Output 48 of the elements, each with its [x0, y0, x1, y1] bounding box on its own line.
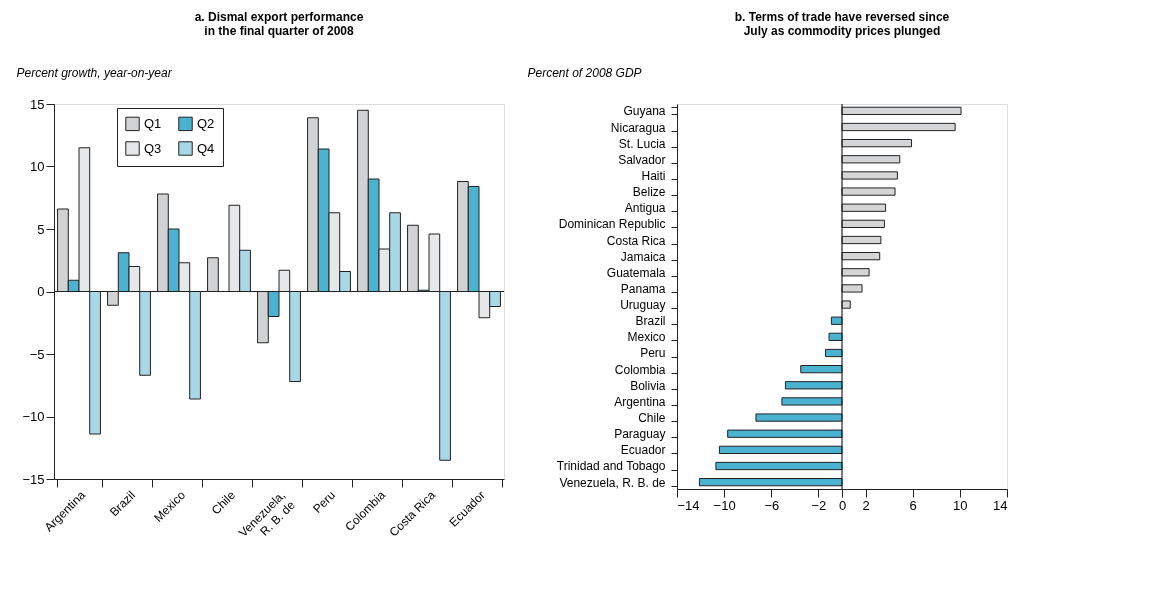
y-tick-label: Panama [620, 281, 666, 296]
x-tick-label: −6 [764, 497, 780, 513]
x-tick-label: 6 [909, 497, 917, 513]
x-axis-title: Percent of 2008 GDP [527, 65, 642, 80]
y-tick-label: Peru [640, 346, 666, 361]
y-tick-label: 5 [37, 221, 45, 237]
y-axis-title: Percent growth, year-on-year [16, 65, 173, 80]
y-tick-label: Antigua [624, 201, 666, 216]
y-tick-label: 0 [37, 284, 45, 299]
chart-title: a. Dismal export performance in the final quarter of 2008 [194, 10, 364, 38]
y-tick-label: Colombia [614, 362, 666, 377]
y-tick-label: Bolivia [630, 378, 666, 393]
x-tick-label: −14 [677, 497, 700, 513]
legend-label: Q3 [144, 140, 162, 156]
y-tick-label: 15 [30, 96, 45, 112]
y-tick-label: Haiti [641, 168, 666, 183]
y-tick-label: Guyana [623, 104, 666, 119]
y-tick-label: Uruguay [620, 298, 666, 313]
y-tick-label: Nicaragua [610, 120, 666, 135]
y-tick-label: Trinidad and Tobago [556, 459, 666, 474]
y-tick-label: −5 [29, 346, 45, 362]
y-tick-label: Dominican Republic [558, 217, 666, 232]
y-tick-label: −15 [22, 471, 45, 487]
x-tick-label: −10 [713, 497, 736, 513]
y-tick-label: Brazil [635, 314, 666, 329]
x-tick-label: 0 [838, 497, 847, 513]
x-tick-label: 14 [993, 497, 1008, 513]
y-tick-label: Argentina [614, 394, 666, 409]
y-tick-label: St. Lucia [618, 136, 666, 151]
y-tick-label: Venezuela, R. B. de [559, 475, 666, 490]
x-tick-label: 10 [953, 497, 968, 513]
legend-label: Q2 [197, 115, 215, 131]
x-tick-label: 2 [862, 497, 870, 513]
y-tick-label: Costa Rica [606, 233, 666, 248]
y-tick-label: Jamaica [620, 249, 666, 264]
y-tick-label: Mexico [627, 330, 666, 345]
y-tick-label: −10 [22, 409, 45, 424]
x-tick-label: −2 [811, 497, 827, 513]
y-tick-label: Guatemala [606, 265, 666, 280]
y-tick-label: Salvador [618, 152, 666, 167]
legend-label: Q1 [144, 115, 162, 131]
y-tick-label: Chile [638, 411, 666, 426]
y-tick-label: Paraguay [614, 427, 666, 442]
y-tick-label: 10 [30, 159, 45, 174]
chart-title: b. Terms of trade have reversed since July as commodity prices plunged [734, 10, 950, 38]
legend-label: Q4 [197, 140, 215, 156]
y-tick-label: Belize [632, 185, 666, 200]
y-tick-label: Ecuador [620, 443, 666, 458]
